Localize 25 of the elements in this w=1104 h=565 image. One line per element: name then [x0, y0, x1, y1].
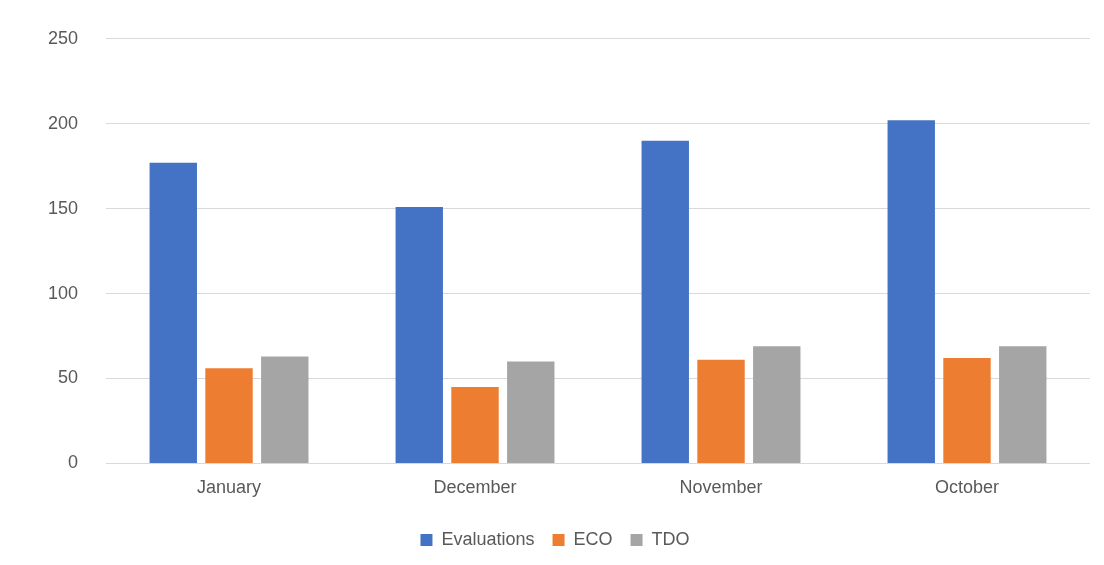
- y-tick-label: 0: [68, 452, 79, 473]
- x-tick-label: January: [197, 477, 262, 498]
- y-tick-label: 100: [47, 282, 79, 303]
- bar: [507, 361, 555, 463]
- bar: [451, 386, 499, 463]
- x-tick-label: October: [934, 477, 1000, 498]
- bar: [943, 358, 991, 463]
- bar: [887, 120, 935, 463]
- bar: [205, 368, 253, 463]
- bar: [149, 162, 197, 463]
- bar: [261, 356, 309, 463]
- y-tick-label: 150: [47, 197, 79, 218]
- bar: [395, 206, 443, 463]
- bar: [697, 359, 745, 463]
- x-tick-label: November: [679, 477, 763, 498]
- legend-label: Evaluations: [441, 528, 535, 549]
- legend-label: TDO: [651, 528, 690, 549]
- y-tick-label: 200: [47, 112, 79, 133]
- bar: [999, 346, 1047, 463]
- y-tick-label: 250: [47, 27, 79, 48]
- y-tick-label: 50: [58, 367, 79, 388]
- bar: [641, 140, 689, 463]
- legend-label: ECO: [573, 528, 613, 549]
- x-tick-label: December: [433, 477, 517, 498]
- bar: [753, 346, 801, 463]
